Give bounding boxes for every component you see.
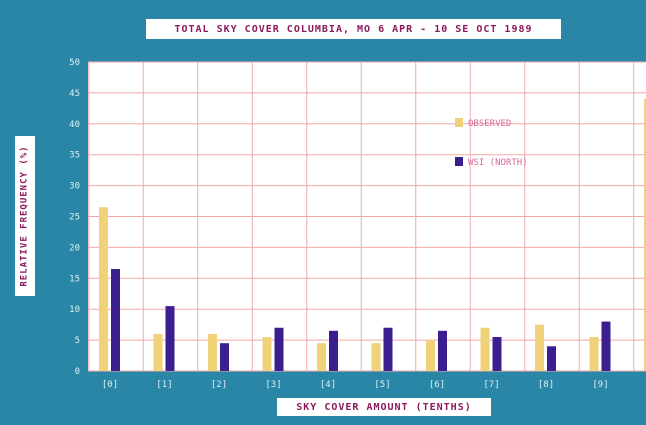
bar-observed-10 [644,99,646,371]
legend-label-0: OBSERVED [468,119,511,129]
x-tick-label: [5] [374,380,390,390]
bar-observed-9 [589,337,599,371]
x-tick-label: [3] [265,380,281,390]
y-tick-label: 50 [69,58,80,68]
legend-swatch-0 [455,118,463,127]
bar-observed-3 [262,337,272,371]
bar-wsi-9 [601,321,611,371]
y-tick-label: 5 [75,336,80,346]
y-tick-label: 30 [69,182,80,192]
bar-wsi-5 [383,327,393,371]
bar-observed-6 [426,340,435,371]
x-tick-label: [2] [211,380,227,390]
bar-observed-5 [371,343,381,371]
x-tick-label: [1] [156,380,172,390]
bar-observed-1 [153,333,163,371]
x-tick-label: [9] [592,380,608,390]
bar-wsi-8 [547,346,556,371]
bar-wsi-6 [438,330,447,371]
y-tick-label: 25 [69,213,80,223]
bar-observed-7 [480,327,490,371]
y-tick-label: 15 [69,274,80,284]
x-tick-label: [4] [320,380,336,390]
bar-wsi-0 [111,269,120,371]
bar-observed-8 [535,324,544,371]
y-tick-label: 40 [69,120,80,130]
x-axis-label: SKY COVER AMOUNT (TENTHS) [277,398,491,416]
bar-wsi-3 [274,327,284,371]
x-tick-label: [0] [102,380,118,390]
y-tick-label: 35 [69,151,80,161]
legend-label-1: WSI (NORTH) [468,158,528,168]
bar-observed-0 [99,207,108,371]
y-tick-label: 20 [69,243,80,253]
y-tick-label: 45 [69,89,80,99]
chart-title: TOTAL SKY COVER COLUMBIA, MO 6 APR - 10 … [146,19,561,39]
x-tick-label: [8] [538,380,554,390]
bar-observed-4 [317,343,326,371]
bar-wsi-1 [165,306,175,371]
x-tick-label: [6] [429,380,445,390]
legend-swatch-1 [455,157,463,166]
y-tick-label: 10 [69,305,80,315]
x-tick-label: [7] [483,380,499,390]
bar-wsi-4 [329,330,338,371]
y-tick-label: 0 [75,367,80,377]
y-axis-label-box: RELATIVE FREQUENCY (%) [15,136,35,296]
bar-wsi-7 [492,337,502,371]
bar-observed-2 [208,333,217,371]
bar-wsi-2 [220,343,229,371]
